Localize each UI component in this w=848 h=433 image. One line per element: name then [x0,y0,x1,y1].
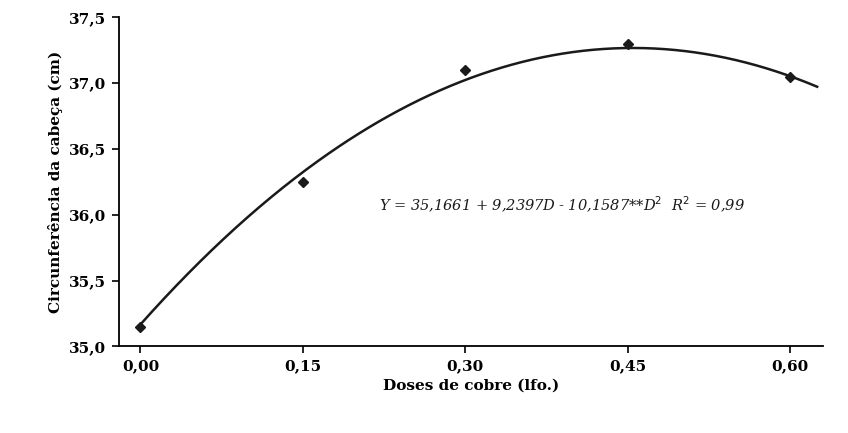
X-axis label: Doses de cobre (lfo.): Doses de cobre (lfo.) [382,378,559,392]
Text: Y = 35,1661 + 9,2397D - 10,1587**D$^{2}$  R$^{2}$ = 0,99: Y = 35,1661 + 9,2397D - 10,1587**D$^{2}$… [378,194,745,214]
Y-axis label: Circunferência da cabeça (cm): Circunferência da cabeça (cm) [48,51,64,313]
